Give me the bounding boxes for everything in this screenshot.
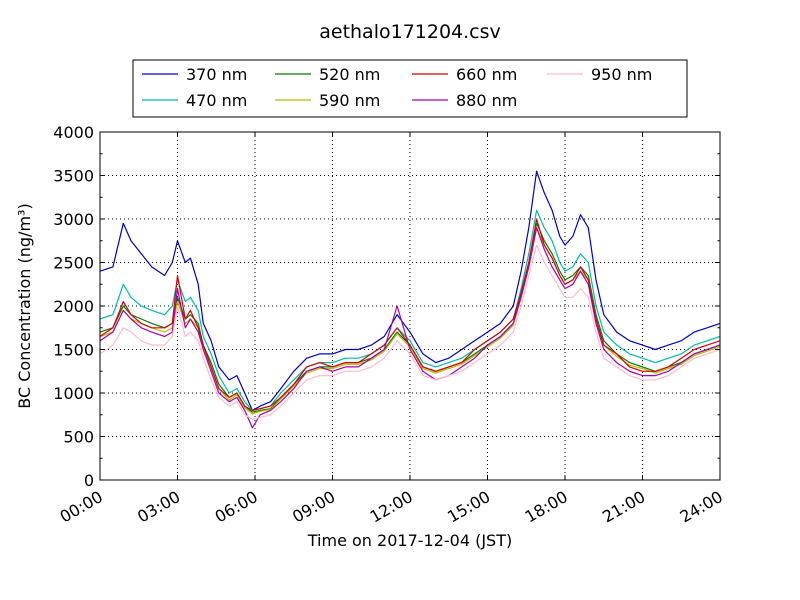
legend-entry: 470 nm xyxy=(186,91,247,110)
x-tick-label: 18:00 xyxy=(522,487,571,527)
y-axis-label: BC Concentration (ng/m³) xyxy=(15,203,34,408)
grid-lines xyxy=(100,132,720,480)
y-tick-label: 1500 xyxy=(53,341,94,360)
y-tick-label: 500 xyxy=(63,428,94,447)
x-tick-labels: 00:00 03:00 06:00 09:00 12:00 15:00 18:00 21:00… xyxy=(57,487,726,527)
legend-entry: 370 nm xyxy=(186,65,247,84)
series-line-370-nm xyxy=(99,170,721,411)
y-tick-label: 4000 xyxy=(53,123,94,142)
chart-title: aethalo171204.csv xyxy=(319,21,501,43)
x-tick-label: 21:00 xyxy=(599,487,648,527)
series-line-520-nm xyxy=(99,222,721,413)
x-tick-label: 06:00 xyxy=(212,487,261,527)
legend-entry: 880 nm xyxy=(456,91,517,110)
y-tick-label: 3000 xyxy=(53,210,94,229)
series-line-660-nm xyxy=(99,218,721,411)
y-tick-label: 0 xyxy=(84,471,94,490)
y-tick-labels: 0 500 1000 1500 2000 2500 3000 3500 4000 xyxy=(53,123,94,490)
y-tick-label: 3500 xyxy=(53,167,94,186)
x-tick-label: 24:00 xyxy=(677,487,726,527)
legend: 370 nm 470 nm 520 nm 590 nm 660 nm 880 nm 950 … xyxy=(132,59,688,118)
legend-entry: 520 nm xyxy=(319,65,380,84)
y-tick-label: 2000 xyxy=(53,297,94,316)
x-tick-label: 03:00 xyxy=(134,487,183,527)
legend-box xyxy=(132,59,688,118)
y-tick-label: 1000 xyxy=(53,384,94,403)
y-tick-label: 2500 xyxy=(53,254,94,273)
x-tick-label: 09:00 xyxy=(289,487,338,527)
legend-entry: 590 nm xyxy=(319,91,380,110)
series-lines xyxy=(99,170,721,429)
x-tick-label: 12:00 xyxy=(367,487,416,527)
series-line-950-nm xyxy=(99,244,721,420)
x-tick-label: 00:00 xyxy=(57,487,106,527)
series-line-880-nm xyxy=(99,227,721,429)
legend-entry: 950 nm xyxy=(591,65,652,84)
legend-entry: 660 nm xyxy=(456,65,517,84)
x-axis-label: Time on 2017-12-04 (JST) xyxy=(307,531,512,550)
axis-ticks xyxy=(99,131,721,481)
x-tick-label: 15:00 xyxy=(444,487,493,527)
